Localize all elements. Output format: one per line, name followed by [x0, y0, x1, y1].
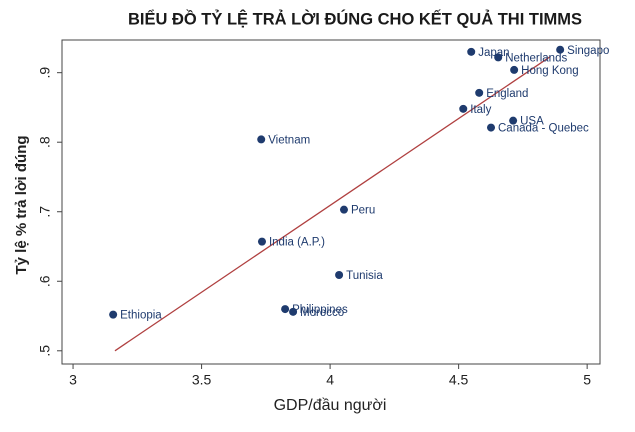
y-axis-title: Tỷ lệ % trả lời đúng — [13, 135, 30, 274]
point — [487, 123, 496, 132]
x-tick-label: 3 — [69, 372, 77, 388]
point — [335, 271, 344, 280]
y-tick-label: .7 — [37, 206, 53, 218]
plot-frame — [61, 39, 601, 365]
chart-title: BIỂU ĐỒ TỶ LỆ TRẢ LỜI ĐÚNG CHO KẾT QUẢ T… — [128, 9, 582, 28]
x-tick-label: 4 — [326, 372, 334, 388]
point — [257, 135, 266, 144]
point — [494, 53, 503, 62]
x-tick-label: 4.5 — [449, 372, 469, 388]
point — [459, 104, 468, 113]
point-label: Italy — [470, 104, 491, 116]
point — [257, 237, 266, 246]
fit-line — [114, 56, 551, 352]
point-label: Netherlands — [505, 52, 567, 64]
point-label: Singapo — [567, 45, 609, 57]
y-tick-label: .5 — [37, 345, 53, 357]
point-label: Hong Kong — [521, 65, 579, 77]
point — [289, 307, 298, 316]
y-tick-label: .8 — [37, 136, 53, 148]
point-label: England — [486, 88, 528, 100]
point — [556, 45, 565, 54]
point-label: Ethiopia — [120, 310, 162, 322]
point — [339, 205, 348, 214]
point-label: Canada - Quebec — [498, 123, 589, 135]
point-label: Tunisia — [346, 270, 383, 282]
y-tick-label: .6 — [37, 275, 53, 287]
point — [509, 116, 518, 125]
point-label: India (A.P.) — [269, 237, 325, 249]
point — [467, 47, 476, 56]
x-tick-label: 5 — [583, 372, 591, 388]
point-label: Vietnam — [268, 134, 310, 146]
point-label: Peru — [351, 205, 375, 217]
point — [510, 65, 519, 74]
point-label: USA — [520, 116, 544, 128]
point-label: Morocco — [300, 307, 344, 319]
y-tick-label: .9 — [37, 67, 53, 79]
point — [109, 310, 118, 319]
x-tick-label: 3.5 — [192, 372, 212, 388]
x-axis-title: GDP/đầu người — [274, 397, 387, 414]
point — [475, 88, 484, 97]
point-label: Philippines — [292, 304, 348, 316]
point — [281, 305, 290, 314]
